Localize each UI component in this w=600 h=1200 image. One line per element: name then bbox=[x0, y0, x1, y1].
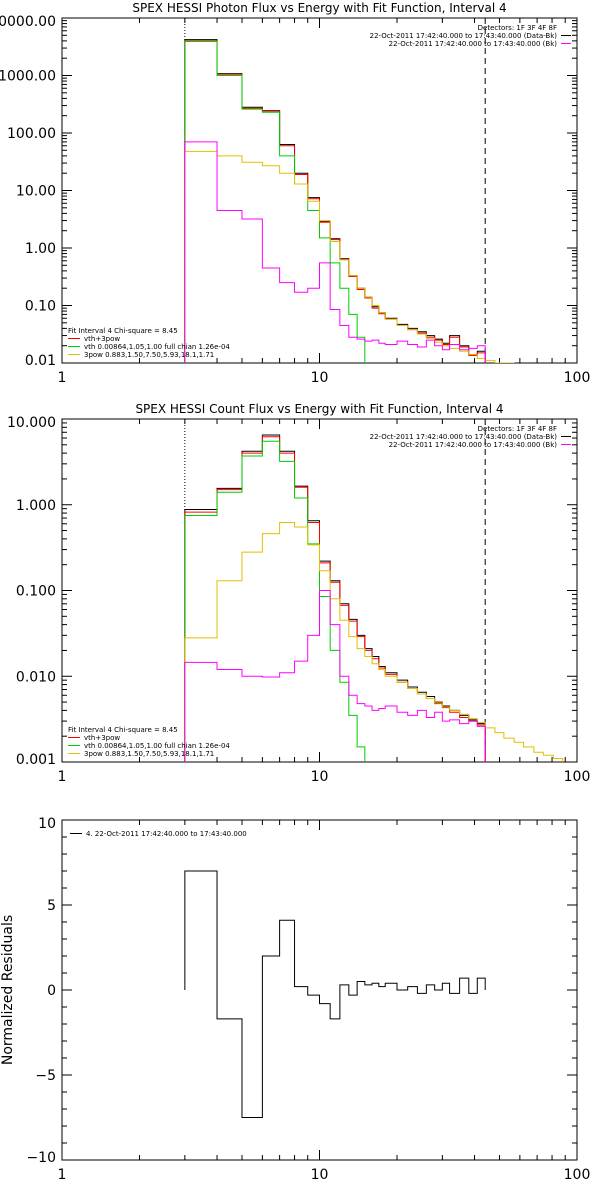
x-tick-label: 10 bbox=[311, 769, 329, 785]
y-tick-label: 10 bbox=[38, 816, 56, 832]
x-tick-label: 100 bbox=[564, 370, 591, 386]
legend-entry: 3pow 0.883,1.50,7.50,5.93,18.1,1.71 bbox=[84, 351, 214, 359]
legend-entry: vth 0.00864,1.05,1.00 full chian 1.26e-0… bbox=[84, 343, 230, 351]
chart-panel-3: 1 10 100 −10 −5 0 5 10 Normalized Residuals 4. 22… bbox=[0, 816, 590, 1183]
y-tick-label: 10.000 bbox=[7, 415, 56, 431]
x-tick-label: 1 bbox=[58, 370, 67, 386]
plot-frame bbox=[61, 819, 578, 1161]
chart-panel-2: SPEX HESSI Count Flux vs Energy with Fit… bbox=[7, 402, 590, 785]
y-tick-label: 100.00 bbox=[7, 126, 56, 142]
chart-title: SPEX HESSI Photon Flux vs Energy with Fi… bbox=[132, 1, 506, 15]
y-tick-label: 0.10 bbox=[25, 299, 56, 315]
data-layer bbox=[184, 870, 486, 1118]
series-histogram-1 bbox=[184, 39, 486, 363]
data-layer bbox=[184, 18, 515, 363]
chart-title: SPEX HESSI Count Flux vs Energy with Fit… bbox=[135, 402, 503, 416]
series-histogram-5 bbox=[184, 141, 486, 363]
series-histogram-1 bbox=[184, 434, 486, 762]
legend-entry: Detectors: 1F 3F 4F 8F bbox=[478, 425, 557, 433]
plot-frame bbox=[61, 17, 578, 364]
y-tick-label: 5 bbox=[47, 898, 56, 914]
series-histogram-5 bbox=[184, 590, 486, 762]
legend-entry: 22-Oct-2011 17:42:40.000 to 17:43:40.000… bbox=[389, 40, 558, 48]
y-tick-label: 0.01 bbox=[25, 353, 56, 369]
x-tick-label: 10 bbox=[311, 1167, 329, 1183]
legend-entry: 22-Oct-2011 17:42:40.000 to 17:43:40.000… bbox=[389, 441, 558, 449]
y-axis-label: Normalized Residuals bbox=[0, 915, 16, 1065]
series-histogram-2 bbox=[184, 40, 486, 363]
chart-panel-1: SPEX HESSI Photon Flux vs Energy with Fi… bbox=[0, 1, 590, 386]
y-tick-label: −10 bbox=[26, 1150, 56, 1166]
y-tick-label: 0.100 bbox=[16, 584, 56, 600]
legend-entry: Detectors: 1F 3F 4F 8F bbox=[478, 24, 557, 32]
legend-entry: vth+3pow bbox=[84, 335, 120, 343]
y-tick-label: 0.010 bbox=[16, 669, 56, 685]
legend-entry: 22-Oct-2011 17:42:40.000 to 17:43:40.000… bbox=[370, 32, 558, 40]
legend-entry: 22-Oct-2011 17:42:40.000 to 17:43:40.000… bbox=[370, 433, 558, 441]
x-tick-label: 100 bbox=[564, 769, 591, 785]
x-tick-label: 1 bbox=[58, 769, 67, 785]
series-histogram-4 bbox=[184, 522, 564, 762]
y-tick-label: 1.000 bbox=[16, 498, 56, 514]
data-layer bbox=[184, 419, 564, 762]
y-tick-label: 0.001 bbox=[16, 752, 56, 768]
y-tick-label: 1.00 bbox=[25, 241, 56, 257]
series-histogram-2 bbox=[184, 436, 486, 762]
legend-entry: 3pow 0.883,1.50,7.50,5.93,18.1,1.71 bbox=[84, 750, 214, 758]
y-tick-label: 0 bbox=[47, 983, 56, 999]
legend-entry: Fit Interval 4 Chi-square = 8.45 bbox=[68, 726, 178, 734]
y-tick-label: 10.00 bbox=[16, 184, 56, 200]
y-tick-label: 10000.00 bbox=[0, 14, 56, 30]
series-histogram-3 bbox=[184, 41, 366, 363]
x-tick-label: 1 bbox=[58, 1167, 67, 1183]
y-tick-label: −5 bbox=[35, 1068, 56, 1084]
y-tick-label: 1000.00 bbox=[0, 69, 56, 85]
legend-entry: vth+3pow bbox=[84, 734, 120, 742]
series-histogram-4 bbox=[184, 150, 515, 363]
series-histogram-3 bbox=[184, 440, 366, 762]
x-tick-label: 100 bbox=[564, 1167, 591, 1183]
legend-entry: vth 0.00864,1.05,1.00 full chian 1.26e-0… bbox=[84, 742, 230, 750]
legend-entry: Fit Interval 4 Chi-square = 8.45 bbox=[68, 327, 178, 335]
legend-entry: 4. 22-Oct-2011 17:42:40.000 to 17:43:40.… bbox=[86, 830, 247, 838]
series-histogram-1 bbox=[184, 870, 486, 1118]
x-tick-label: 10 bbox=[311, 370, 329, 386]
